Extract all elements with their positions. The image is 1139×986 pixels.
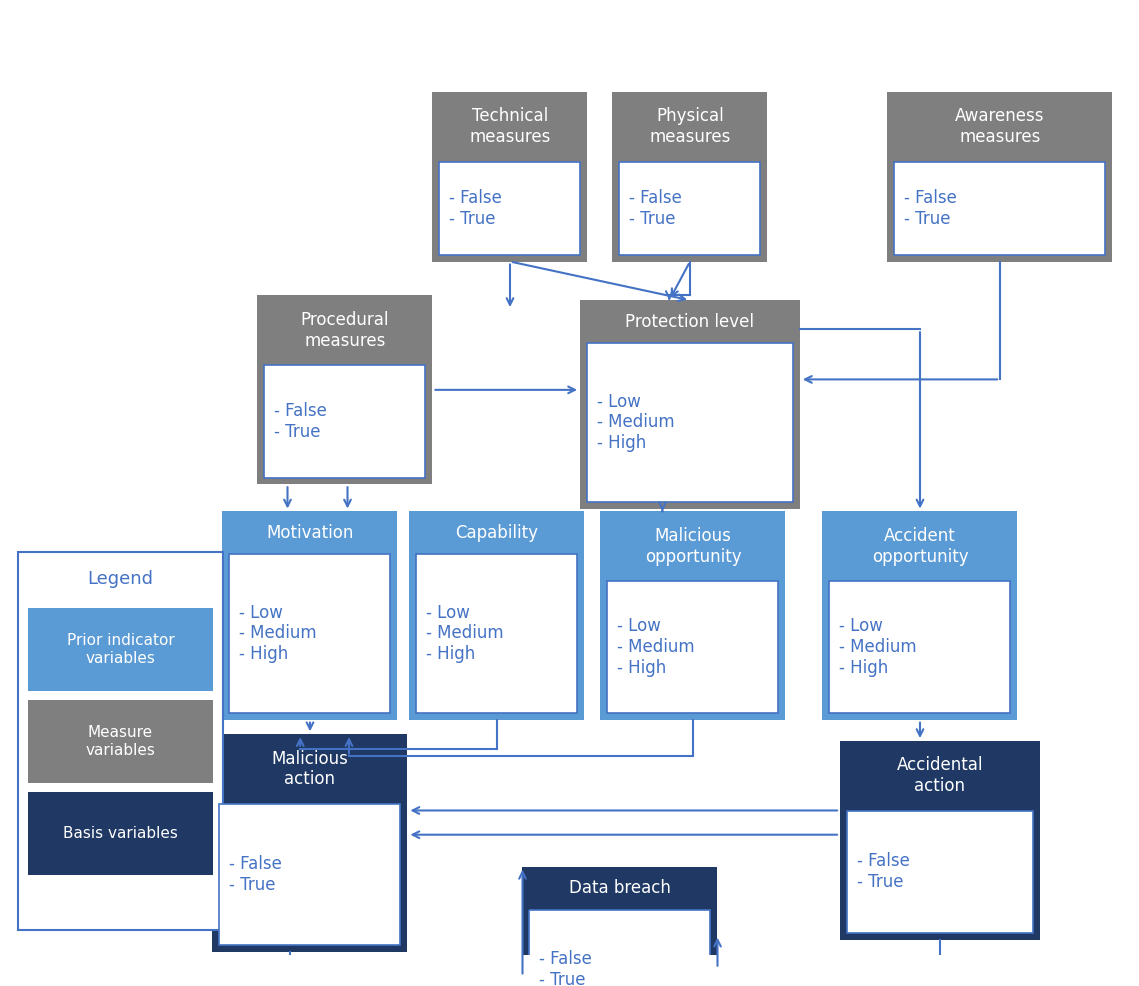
- Text: - False
- True: - False - True: [857, 852, 910, 891]
- FancyBboxPatch shape: [607, 581, 778, 713]
- FancyBboxPatch shape: [28, 608, 213, 690]
- FancyBboxPatch shape: [620, 162, 761, 254]
- Text: Procedural
measures: Procedural measures: [301, 311, 390, 350]
- Text: Malicious
action: Malicious action: [271, 749, 349, 789]
- Text: - Low
- Medium
- High: - Low - Medium - High: [239, 603, 317, 664]
- Text: - Low
- Medium
- High: - Low - Medium - High: [597, 392, 674, 453]
- Text: - Low
- Medium
- High: - Low - Medium - High: [426, 603, 505, 664]
- FancyBboxPatch shape: [264, 365, 426, 477]
- Text: Accident
opportunity: Accident opportunity: [871, 527, 968, 566]
- Text: Capability: Capability: [456, 524, 539, 541]
- FancyBboxPatch shape: [839, 741, 1040, 940]
- Text: Awareness
measures: Awareness measures: [956, 107, 1044, 146]
- FancyBboxPatch shape: [887, 92, 1113, 261]
- Text: Technical
measures: Technical measures: [469, 107, 550, 146]
- FancyBboxPatch shape: [220, 804, 401, 946]
- Text: - False
- True: - False - True: [450, 189, 502, 228]
- Text: Basis variables: Basis variables: [63, 826, 178, 841]
- FancyBboxPatch shape: [28, 700, 213, 783]
- Text: - False
- True: - False - True: [904, 189, 958, 228]
- Text: - False
- True: - False - True: [540, 951, 592, 986]
- Text: - Low
- Medium
- High: - Low - Medium - High: [617, 617, 695, 676]
- FancyBboxPatch shape: [229, 554, 391, 713]
- FancyBboxPatch shape: [417, 554, 577, 713]
- FancyBboxPatch shape: [213, 735, 408, 952]
- FancyBboxPatch shape: [822, 512, 1017, 720]
- Text: - False
- True: - False - True: [630, 189, 682, 228]
- Text: Malicious
opportunity: Malicious opportunity: [645, 527, 741, 566]
- Text: Physical
measures: Physical measures: [649, 107, 731, 146]
- Text: Prior indicator
variables: Prior indicator variables: [66, 633, 174, 666]
- FancyBboxPatch shape: [28, 793, 213, 875]
- Text: Protection level: Protection level: [625, 313, 754, 330]
- FancyBboxPatch shape: [613, 92, 768, 261]
- Text: Motivation: Motivation: [267, 524, 354, 541]
- FancyBboxPatch shape: [18, 552, 223, 930]
- FancyBboxPatch shape: [440, 162, 581, 254]
- FancyBboxPatch shape: [829, 581, 1010, 713]
- FancyBboxPatch shape: [847, 810, 1033, 933]
- FancyBboxPatch shape: [600, 512, 786, 720]
- Text: Accidental
action: Accidental action: [896, 756, 983, 796]
- FancyBboxPatch shape: [587, 343, 793, 502]
- FancyBboxPatch shape: [433, 92, 588, 261]
- Text: - False
- True: - False - True: [274, 402, 327, 441]
- FancyBboxPatch shape: [530, 909, 711, 986]
- FancyBboxPatch shape: [257, 296, 433, 484]
- FancyBboxPatch shape: [410, 512, 584, 720]
- FancyBboxPatch shape: [894, 162, 1106, 254]
- FancyBboxPatch shape: [580, 301, 800, 509]
- FancyBboxPatch shape: [222, 512, 398, 720]
- Text: - Low
- Medium
- High: - Low - Medium - High: [839, 617, 917, 676]
- Text: Legend: Legend: [88, 570, 154, 589]
- FancyBboxPatch shape: [523, 867, 718, 986]
- Text: Measure
variables: Measure variables: [85, 726, 155, 757]
- Text: Data breach: Data breach: [570, 880, 671, 897]
- Text: - False
- True: - False - True: [229, 855, 282, 894]
